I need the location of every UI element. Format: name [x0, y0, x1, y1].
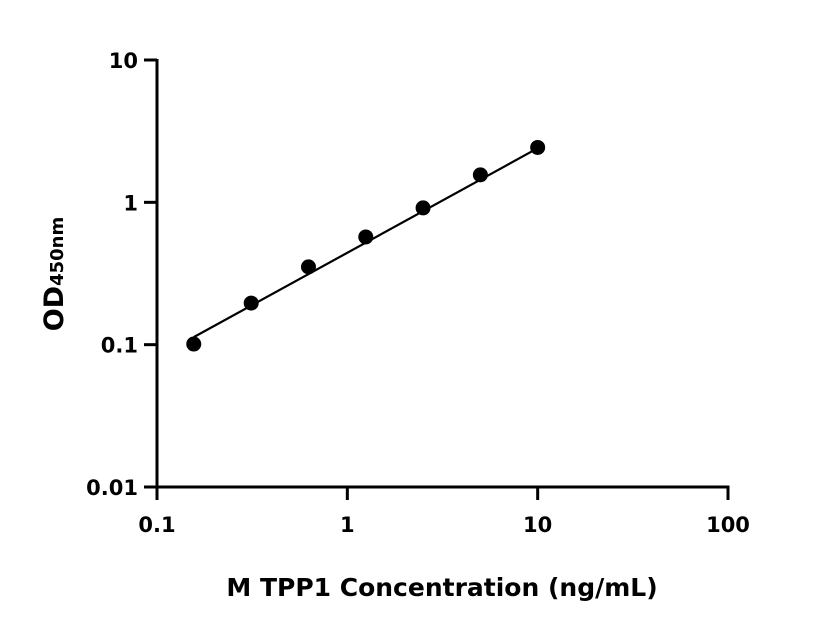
x-tick-label: 0.1: [138, 513, 175, 537]
y-tick-label: 0.01: [86, 476, 138, 500]
data-point: [415, 200, 431, 216]
data-point: [186, 336, 202, 352]
y-tick-label: 0.1: [101, 334, 138, 358]
x-axis-label: M TPP1 Concentration (ng/mL): [226, 573, 657, 602]
y-axis-label-subscript: 450nm: [47, 217, 68, 286]
x-tick-label: 10: [523, 513, 552, 537]
y-tick-label: 1: [123, 191, 138, 215]
data-point: [530, 139, 546, 155]
y-axis-label: OD450nm: [39, 217, 70, 332]
x-tick-label: 100: [706, 513, 750, 537]
y-tick-label: 10: [109, 49, 138, 73]
y-axis-label-main: OD: [39, 286, 70, 331]
data-point: [300, 259, 316, 275]
data-point: [243, 295, 259, 311]
data-point: [472, 167, 488, 183]
x-tick-label: 1: [340, 513, 355, 537]
data-point: [358, 229, 374, 245]
